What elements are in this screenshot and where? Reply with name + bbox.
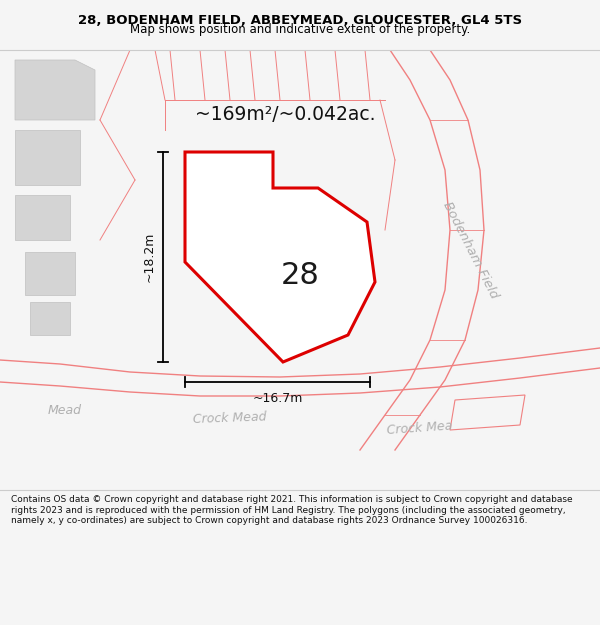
Polygon shape xyxy=(30,302,70,335)
Text: Contains OS data © Crown copyright and database right 2021. This information is : Contains OS data © Crown copyright and d… xyxy=(11,496,572,525)
Text: Mead: Mead xyxy=(48,404,82,416)
Text: 28: 28 xyxy=(281,261,319,289)
Text: Bodenham Field: Bodenham Field xyxy=(440,199,500,301)
Text: ~169m²/~0.042ac.: ~169m²/~0.042ac. xyxy=(195,106,375,124)
Polygon shape xyxy=(15,60,95,120)
Text: Crock Mea: Crock Mea xyxy=(387,419,453,437)
Polygon shape xyxy=(15,130,80,185)
Text: ~18.2m: ~18.2m xyxy=(143,232,155,282)
Text: Crock Mead: Crock Mead xyxy=(193,410,267,426)
Text: Map shows position and indicative extent of the property.: Map shows position and indicative extent… xyxy=(130,23,470,36)
Polygon shape xyxy=(198,210,340,332)
Polygon shape xyxy=(15,195,70,240)
Polygon shape xyxy=(185,152,375,362)
Text: 28, BODENHAM FIELD, ABBEYMEAD, GLOUCESTER, GL4 5TS: 28, BODENHAM FIELD, ABBEYMEAD, GLOUCESTE… xyxy=(78,14,522,27)
Polygon shape xyxy=(25,252,75,295)
Text: ~16.7m: ~16.7m xyxy=(253,391,302,404)
